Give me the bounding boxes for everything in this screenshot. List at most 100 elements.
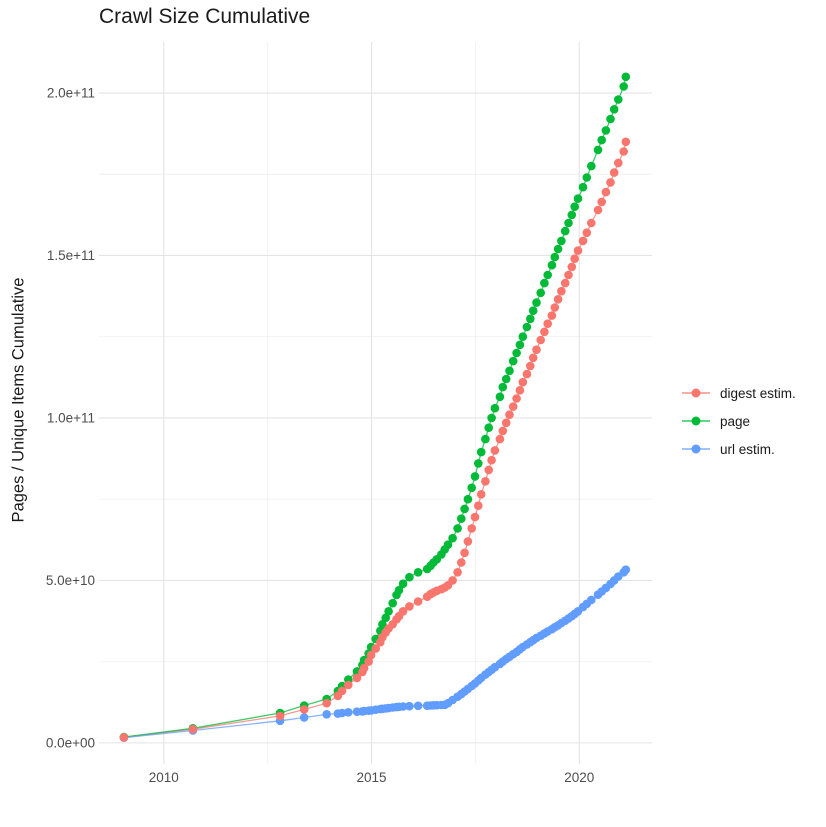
data-point-digest-estim- bbox=[619, 147, 628, 156]
data-point-page bbox=[463, 494, 473, 504]
legend-label-digest-estim: digest estim. bbox=[720, 385, 796, 401]
data-point-page bbox=[453, 524, 462, 533]
data-point-url-estim- bbox=[344, 708, 353, 717]
data-point-digest-estim- bbox=[606, 178, 615, 187]
data-point-digest-estim- bbox=[536, 335, 545, 345]
data-point-digest-estim- bbox=[352, 673, 362, 683]
data-point-page bbox=[378, 620, 387, 629]
data-point-page bbox=[553, 244, 563, 254]
data-point-digest-estim- bbox=[550, 303, 560, 312]
data-point-page bbox=[505, 366, 514, 376]
data-point-digest-estim- bbox=[405, 602, 414, 611]
data-point-digest-estim- bbox=[540, 327, 549, 337]
data-point-page bbox=[481, 434, 490, 444]
legend-key-url-estim-icon bbox=[682, 444, 710, 454]
data-point-page bbox=[560, 226, 570, 236]
data-point-digest-estim- bbox=[460, 548, 469, 558]
data-point-digest-estim- bbox=[567, 262, 577, 272]
data-point-digest-estim- bbox=[582, 228, 592, 237]
data-point-digest-estim- bbox=[508, 402, 518, 411]
data-point-digest-estim- bbox=[398, 607, 408, 616]
data-point-page bbox=[518, 332, 528, 342]
legend-key-page-icon bbox=[682, 416, 710, 426]
data-point-digest-estim- bbox=[481, 477, 490, 486]
data-point-digest-estim- bbox=[573, 246, 583, 255]
data-point-page bbox=[570, 202, 579, 211]
x-tick-label: 2015 bbox=[357, 770, 387, 785]
data-point-digest-estim- bbox=[487, 455, 496, 465]
data-point-page bbox=[474, 459, 483, 468]
data-point-page bbox=[606, 114, 615, 124]
data-point-page bbox=[501, 374, 511, 384]
data-point-digest-estim- bbox=[322, 698, 332, 708]
data-point-page bbox=[543, 270, 552, 280]
data-point-page bbox=[443, 540, 453, 549]
data-point-url-estim- bbox=[621, 565, 631, 574]
data-point-page bbox=[384, 607, 393, 616]
data-point-page bbox=[388, 598, 398, 608]
data-point-digest-estim- bbox=[344, 680, 353, 690]
data-point-digest-estim- bbox=[609, 168, 619, 177]
data-point-page bbox=[582, 173, 592, 182]
data-point-digest-estim- bbox=[526, 361, 535, 371]
data-point-digest-estim- bbox=[484, 465, 494, 475]
data-point-page bbox=[621, 72, 631, 82]
data-point-digest-estim- bbox=[453, 568, 462, 577]
data-point-digest-estim- bbox=[543, 319, 552, 329]
data-point-page bbox=[593, 145, 603, 155]
data-point-digest-estim- bbox=[518, 377, 528, 387]
data-point-digest-estim- bbox=[528, 353, 538, 363]
data-point-digest-estim- bbox=[299, 705, 309, 714]
data-point-digest-estim- bbox=[337, 686, 347, 696]
data-point-page bbox=[540, 278, 549, 288]
y-tick-label: 1.0e+11 bbox=[47, 410, 95, 425]
y-axis-title: Pages / Unique Items Cumulative bbox=[9, 277, 28, 523]
data-point-digest-estim- bbox=[501, 418, 511, 428]
data-point-page bbox=[495, 392, 505, 402]
data-point-digest-estim- bbox=[522, 369, 532, 379]
data-point-page bbox=[498, 382, 508, 392]
legend-key-digest-estim-icon bbox=[682, 388, 710, 398]
data-point-page bbox=[567, 210, 577, 220]
data-point-digest-estim- bbox=[188, 724, 198, 734]
data-point-page bbox=[467, 483, 477, 493]
data-point-url-estim- bbox=[587, 595, 596, 605]
x-tick-label: 2020 bbox=[564, 770, 594, 785]
data-point-page bbox=[460, 504, 469, 514]
data-point-page bbox=[394, 585, 404, 595]
data-point-digest-estim- bbox=[490, 446, 500, 455]
legend: digest estim. page url estim. bbox=[681, 379, 796, 463]
data-point-digest-estim- bbox=[553, 295, 563, 304]
data-point-digest-estim- bbox=[457, 558, 466, 567]
data-point-digest-estim- bbox=[371, 644, 381, 653]
data-point-digest-estim- bbox=[359, 663, 369, 673]
data-point-page bbox=[557, 236, 566, 246]
data-point-digest-estim- bbox=[547, 311, 557, 320]
data-point-page bbox=[487, 413, 496, 423]
data-point-digest-estim- bbox=[597, 197, 606, 207]
data-point-page bbox=[587, 161, 596, 171]
data-point-page bbox=[528, 306, 538, 316]
data-point-digest-estim- bbox=[275, 711, 285, 721]
data-point-digest-estim- bbox=[463, 537, 473, 546]
data-point-digest-estim- bbox=[495, 434, 505, 444]
data-point-page bbox=[484, 423, 494, 433]
data-point-digest-estim- bbox=[593, 205, 603, 215]
data-point-page bbox=[413, 568, 423, 577]
legend-item-digest-estim: digest estim. bbox=[681, 379, 796, 407]
chart-title: Crawl Size Cumulative bbox=[99, 5, 311, 28]
data-point-page bbox=[609, 105, 619, 114]
x-tick-label: 2010 bbox=[149, 770, 179, 785]
data-point-page bbox=[448, 533, 457, 543]
data-point-digest-estim- bbox=[413, 597, 423, 606]
data-point-page bbox=[490, 403, 500, 413]
legend-label-page: page bbox=[720, 413, 751, 429]
y-tick-label: 1.5e+11 bbox=[47, 248, 95, 263]
data-point-url-estim- bbox=[337, 708, 347, 718]
data-point-digest-estim- bbox=[570, 254, 579, 263]
y-tick-label: 0.0e+00 bbox=[46, 735, 95, 750]
legend-item-url-estim: url estim. bbox=[681, 435, 796, 463]
data-point-page bbox=[515, 340, 525, 350]
data-point-digest-estim- bbox=[512, 394, 521, 403]
